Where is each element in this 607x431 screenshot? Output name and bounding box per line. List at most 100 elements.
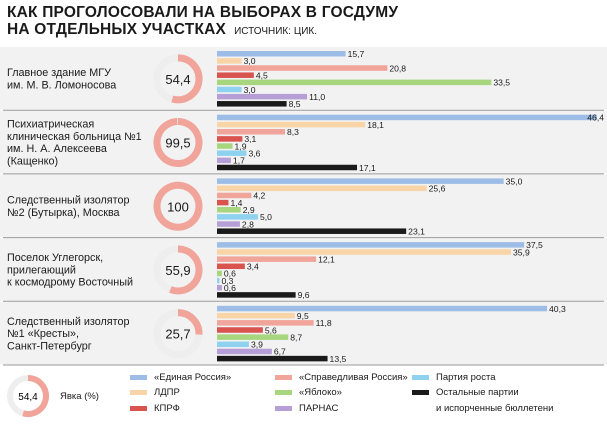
group-panel (0, 174, 607, 238)
bar (217, 185, 427, 192)
bar (217, 207, 241, 213)
group-label: Главное здание МГУ (7, 67, 111, 79)
bar-value-label: 8,5 (289, 99, 301, 109)
legend-label-line: ЛДПР (154, 387, 180, 398)
bar (217, 312, 295, 319)
legend-swatch (275, 375, 292, 380)
bar (217, 334, 289, 340)
legend-label: «Единая Россия» (154, 372, 231, 383)
bar (217, 341, 249, 348)
legend-label: ЛДПР (154, 387, 180, 398)
legend-label: Партия роста (436, 372, 495, 383)
bar-value-label: 2,8 (242, 219, 254, 229)
bar-value-label: 35,0 (506, 176, 523, 186)
bar-value-label: 20,8 (389, 63, 406, 73)
bar (217, 79, 492, 86)
bar (217, 199, 229, 206)
turnout-value: 100 (167, 199, 189, 214)
group-label: им. Н. А. Алексеева (7, 143, 107, 155)
bar-value-label: 8,3 (287, 127, 299, 137)
bar (217, 249, 512, 255)
bar-value-label: 35,9 (513, 247, 530, 257)
chart-title-line2-text: НА ОТДЕЛЬНЫХ УЧАСТКАХ (7, 21, 227, 38)
bar-value-label: 12,1 (318, 254, 335, 264)
bar-value-label: 4,2 (253, 191, 265, 201)
bar (217, 320, 314, 326)
bar-value-label: 1,9 (235, 141, 247, 151)
bar-value-label: 1,4 (230, 198, 242, 208)
bar (217, 164, 358, 171)
bar (217, 143, 233, 149)
bar-value-label: 2,9 (243, 205, 255, 215)
bar (217, 256, 317, 262)
group-label: им. М. В. Ломоносова (7, 79, 116, 91)
bar-value-label: 40,3 (549, 304, 566, 314)
group-label: Следственный изолятор (7, 195, 129, 207)
bar (217, 129, 285, 135)
legend-label: КПРФ (154, 403, 180, 414)
bar (217, 348, 272, 355)
bar-value-label: 3,4 (247, 262, 259, 272)
bar-value-label: 4,5 (256, 70, 268, 80)
bar-value-label: 3,9 (251, 340, 263, 350)
bar (217, 327, 263, 333)
source-note: ИСТОЧНИК: ЦИК. (234, 26, 318, 37)
bar (217, 292, 296, 298)
turnout-value: 25,7 (165, 327, 190, 342)
group-panel (0, 110, 607, 174)
bar (217, 157, 231, 164)
bar (217, 93, 308, 100)
group-label: Санкт-Петербург (7, 340, 92, 352)
bar (217, 214, 258, 220)
bar (217, 65, 388, 71)
bar (217, 192, 252, 199)
turnout-ring-value (177, 309, 203, 335)
bar (217, 178, 504, 184)
group-panel (0, 301, 607, 365)
legend-label-line: КПРФ (154, 403, 180, 414)
group-label: Поселок Углегорск, (7, 252, 103, 264)
legend: 54,4 Явка (%) «Единая Россия» ЛДПР КПРФ «Спра… (0, 366, 607, 428)
bar-value-label: 11,8 (316, 318, 332, 328)
bar-value-label: 9,5 (297, 311, 309, 321)
bar (217, 86, 242, 93)
bar-value-label: 15,7 (348, 49, 365, 59)
bar-value-label: 25,6 (429, 184, 446, 194)
bar (217, 121, 366, 128)
legend-label-line: Партия роста (436, 372, 496, 383)
legend-label: Остальные партии и испорченные бюллетени (436, 387, 553, 414)
bar-value-label: 3,0 (244, 56, 256, 66)
group-label: №1 «Кресты», (7, 328, 79, 340)
chart-title-line2: НА ОТДЕЛЬНЫХ УЧАСТКАХ ИСТОЧНИК: ЦИК. (7, 22, 317, 40)
legend-label-line: и испорченные бюллетени (436, 403, 554, 414)
legend-swatch (130, 406, 147, 411)
bar (217, 58, 242, 64)
bar (217, 150, 247, 156)
bar (217, 270, 222, 277)
legend-swatch (130, 390, 147, 395)
group-label: прилегающий (7, 264, 76, 276)
legend-swatch (412, 375, 429, 380)
bar (217, 277, 220, 284)
bar (217, 263, 245, 270)
legend-turnout-sample: 54,4 (18, 392, 38, 403)
legend-swatch (275, 406, 292, 411)
bar-value-label: 3,6 (248, 148, 260, 158)
bar-value-label: 0,6 (224, 283, 236, 293)
legend-label: «Яблоко» (299, 387, 342, 398)
bar-value-label: 5,6 (265, 325, 277, 335)
bar-value-label: 6,7 (274, 347, 286, 357)
chart-title-line1: КАК ПРОГОЛОСОВАЛИ НА ВЫБОРАХ В ГОСДУМУ (7, 4, 399, 21)
bar-value-label: 33,5 (493, 78, 510, 88)
bar-value-label: 1,7 (233, 156, 245, 166)
legend-swatch (275, 390, 292, 395)
bar-value-label: 0,6 (224, 269, 236, 279)
bar (217, 228, 407, 234)
bar (217, 51, 346, 57)
bar-value-label: 3,1 (244, 134, 256, 144)
bar-value-label: 8,7 (290, 332, 302, 342)
bar-value-label: 18,1 (367, 120, 384, 130)
bar-value-label: 23,1 (408, 226, 425, 236)
legend-label: «Справедливая Россия» (299, 372, 408, 383)
turnout-ring-value (153, 118, 203, 167)
